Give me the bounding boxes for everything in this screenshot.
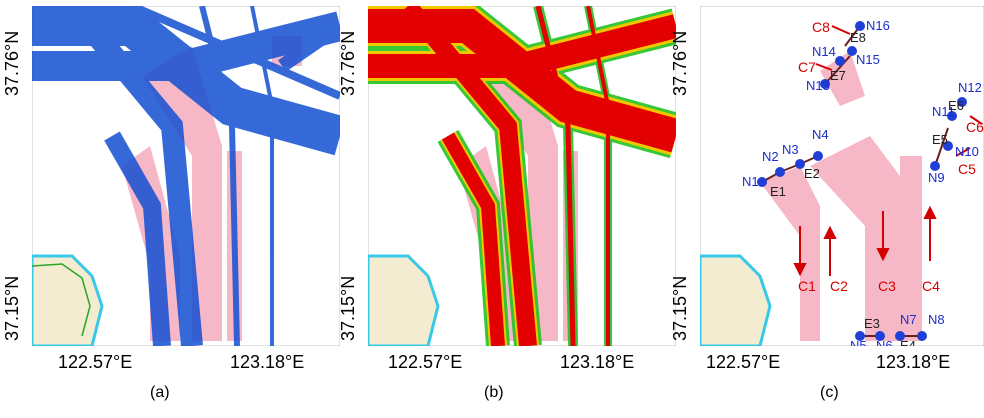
flow-label: C7: [798, 59, 816, 75]
lon-left-label: 122.57°E: [58, 352, 133, 372]
lat-bottom-label: 37.15°N: [338, 275, 358, 341]
edge-label: E8: [850, 30, 866, 45]
caption-c: (c): [820, 384, 839, 401]
flow-label: C8: [812, 19, 830, 35]
flow-arrows: [793, 25, 983, 277]
node-label: N10: [955, 144, 979, 159]
panel-c-map: N1 N2 N3 N4 N5 N6 N7 N8 N9 N10 N11 N12 N…: [700, 6, 984, 346]
lon-right-label: 123.18°E: [230, 352, 305, 372]
node-label: N5: [850, 338, 867, 346]
lat-bottom-label: 37.15°N: [670, 275, 690, 341]
density-tracks: [368, 6, 676, 346]
land-area: [700, 254, 772, 346]
node-label: N6: [876, 338, 893, 346]
node-label: N1: [742, 174, 759, 189]
lat-bottom-label: 37.15°N: [2, 275, 22, 341]
edge-label: E6: [948, 98, 964, 113]
edge-label: E4: [900, 338, 916, 346]
flow-label: C4: [922, 278, 940, 294]
edge-label: E5: [932, 132, 948, 147]
caption-b: (b): [484, 384, 504, 401]
traffic-lane: [820, 51, 865, 106]
coastline: [32, 263, 91, 337]
node-label: N2: [762, 149, 779, 164]
edge-label: E3: [864, 316, 880, 331]
panel-a: 37.76°N 37.15°N: [2, 6, 340, 346]
panel-a-map: [32, 6, 340, 346]
node-label: N8: [928, 312, 945, 327]
traffic-lane: [760, 166, 820, 341]
ais-tracks: [32, 6, 340, 346]
flow-label: C6: [966, 119, 984, 135]
lat-top-label: 37.76°N: [670, 30, 690, 96]
lon-right-label: 123.18°E: [560, 352, 635, 372]
node-label: N12: [958, 80, 982, 95]
node-label: N9: [928, 170, 945, 185]
edge-label: E7: [830, 68, 846, 83]
node-label: N4: [812, 127, 829, 142]
traffic-lane: [900, 156, 922, 341]
node-label: N11: [932, 104, 955, 119]
flow-label: C5: [958, 161, 976, 177]
panel-b: 37.76°N 37.15°N: [338, 6, 676, 346]
edge-label: E1: [770, 184, 786, 199]
edge-label: E2: [804, 166, 820, 181]
caption-a: (a): [150, 384, 170, 401]
traffic-lane: [478, 46, 558, 341]
node-label: N13: [806, 78, 830, 93]
traffic-lane: [810, 136, 900, 341]
node-label: N15: [856, 52, 880, 67]
lon-left-label: 122.57°E: [706, 352, 781, 372]
land-area: [32, 254, 104, 346]
flow-label: C2: [830, 278, 848, 294]
lat-top-label: 37.76°N: [2, 30, 22, 96]
panel-b-map: [368, 6, 676, 346]
land-area: [368, 254, 440, 346]
node-label: N14: [812, 44, 836, 59]
flow-label: C3: [878, 278, 896, 294]
flow-label: C1: [798, 278, 816, 294]
network-nodes: [757, 21, 967, 341]
traffic-lane: [142, 46, 222, 341]
node-label: N7: [900, 312, 917, 327]
node-label: N16: [866, 18, 890, 33]
lon-right-label: 123.18°E: [876, 352, 951, 372]
lon-left-label: 122.57°E: [388, 352, 463, 372]
panel-c: N1 N2 N3 N4 N5 N6 N7 N8 N9 N10 N11 N12 N…: [670, 6, 984, 346]
lat-top-label: 37.76°N: [338, 30, 358, 96]
node-label: N3: [782, 142, 799, 157]
